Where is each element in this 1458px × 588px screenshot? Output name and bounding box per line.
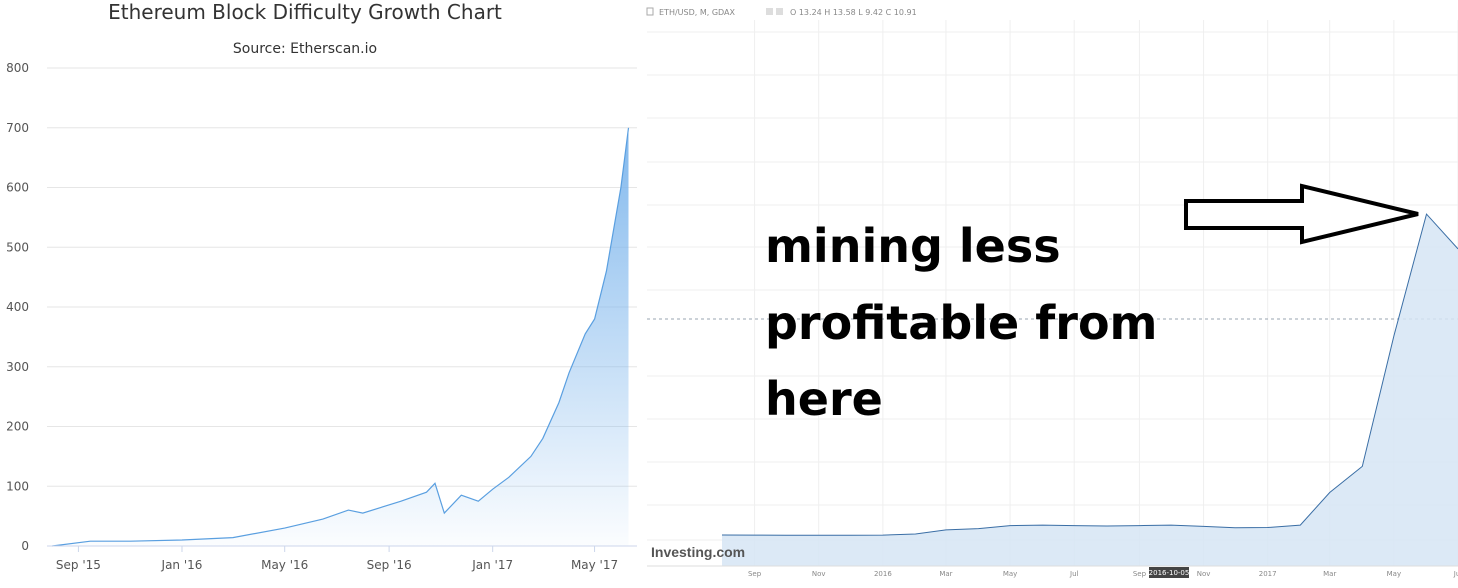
price-chart-header: ETH/USD, M, GDAX O 13.24 H 13.58 L 9.42 … (646, 7, 917, 17)
right-x-tick-label: Jul (1069, 570, 1079, 578)
right-x-axis: Sep Nov 2016 Mar May Jul Sep Nov 2017 Mar May Jul (748, 570, 1458, 578)
arrow-shape (1184, 183, 1419, 245)
annotation-line-3: here (765, 372, 883, 426)
left-gridlines (47, 67, 637, 487)
annotation: mining less profitable from here (765, 183, 1419, 426)
right-x-tick-label: May (1003, 570, 1017, 578)
left-y-tick-label: 600 (6, 181, 29, 195)
annotation-line-2: profitable from (765, 296, 1157, 350)
date-badge (1149, 567, 1189, 578)
left-y-axis: 0 100 200 300 400 500 600 700 800 (6, 61, 29, 553)
date-badge-text: 2016-10-05 (1149, 569, 1190, 577)
left-y-tick-label: 0 (21, 539, 29, 553)
settings-icon (766, 8, 773, 15)
right-x-tick-label: Mar (1323, 570, 1336, 578)
right-x-tick-label: Mar (939, 570, 952, 578)
chart-icon (646, 7, 654, 16)
left-x-tick-label: Jan '16 (161, 558, 203, 572)
left-x-tick-label: May '16 (261, 558, 308, 572)
left-y-tick-label: 700 (6, 121, 29, 135)
left-x-axis: Sep '15 Jan '16 May '16 Sep '16 Jan '17 May '… (56, 546, 618, 572)
left-y-tick-label: 100 (6, 479, 29, 493)
left-y-tick-label: 500 (6, 240, 29, 254)
right-x-tick-label: Sep (1133, 570, 1147, 578)
right-x-tick-label: Nov (1197, 570, 1211, 578)
difficulty-area (52, 127, 629, 547)
price-area (722, 214, 1458, 566)
annotation-line-1: mining less (765, 219, 1061, 273)
left-y-tick-label: 800 (6, 61, 29, 75)
right-x-tick-label: Sep (748, 570, 762, 578)
left-chart-subtitle: Source: Etherscan.io (233, 41, 377, 57)
right-x-tick-label: 2016 (874, 570, 892, 578)
left-chart-title: Ethereum Block Difficulty Growth Chart (108, 0, 502, 24)
difficulty-line (52, 127, 630, 547)
left-x-tick-label: Sep '15 (56, 558, 101, 572)
close-icon (776, 8, 783, 15)
left-y-tick-label: 300 (6, 360, 29, 374)
price-chart-ohlc: O 13.24 H 13.58 L 9.42 C 10.91 (790, 8, 917, 17)
price-line (721, 213, 1458, 536)
right-x-tick-label: Nov (812, 570, 826, 578)
right-x-tick-label: May (1387, 570, 1401, 578)
left-x-tick-label: May '17 (571, 558, 618, 572)
left-y-tick-label: 200 (6, 420, 29, 434)
right-x-tick-label: 2017 (1259, 570, 1277, 578)
difficulty-chart: Ethereum Block Difficulty Growth Chart S… (6, 0, 637, 572)
investing-watermark: Investing.com (651, 544, 745, 560)
right-gridlines (647, 20, 1458, 566)
price-chart-symbol: ETH/USD, M, GDAX (659, 8, 736, 17)
right-x-tick-label: Jul (1453, 570, 1458, 578)
left-y-tick-label: 400 (6, 300, 29, 314)
left-x-tick-label: Sep '16 (367, 558, 412, 572)
price-chart: ETH/USD, M, GDAX O 13.24 H 13.58 L 9.42 … (646, 7, 1458, 578)
left-x-tick-label: Jan '17 (471, 558, 513, 572)
